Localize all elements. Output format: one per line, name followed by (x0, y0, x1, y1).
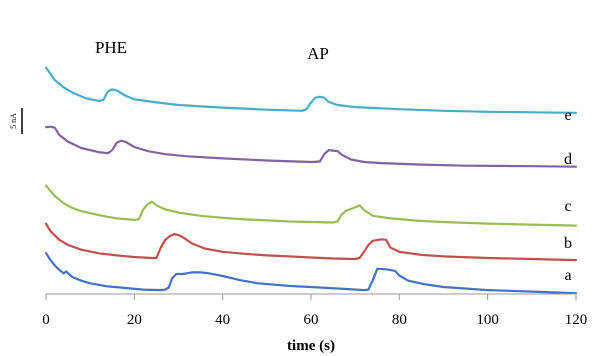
x-tick-label: 100 (476, 312, 499, 328)
x-tick-label: 0 (42, 312, 50, 328)
x-tick-label: 120 (565, 312, 588, 328)
scale-bar-label: 5 nA (9, 113, 18, 129)
x-axis-title: time (s) (287, 338, 335, 354)
x-tick-label: 40 (215, 312, 230, 328)
series-label-c: c (564, 198, 571, 215)
series-line-b (44, 222, 578, 262)
series-label-d: d (564, 151, 572, 168)
series-line-e (44, 66, 578, 114)
annotation-ap: AP (307, 44, 329, 63)
series-line-a (44, 252, 578, 295)
series-line-c (44, 184, 578, 227)
series-label-a: a (564, 267, 571, 284)
traces-group (44, 66, 578, 295)
scale-bar: 5 nA (9, 108, 23, 134)
x-tick-label: 80 (392, 312, 407, 328)
x-tick-label: 60 (304, 312, 319, 328)
series-labels-group: e d c b a (564, 107, 572, 284)
series-line-d (44, 125, 578, 168)
annotation-phe: PHE (95, 38, 127, 57)
series-label-b: b (564, 235, 572, 252)
x-ticks-group: 0 20 40 60 80 100 120 (42, 294, 587, 328)
series-label-e: e (564, 107, 571, 124)
x-tick-label: 20 (127, 312, 142, 328)
